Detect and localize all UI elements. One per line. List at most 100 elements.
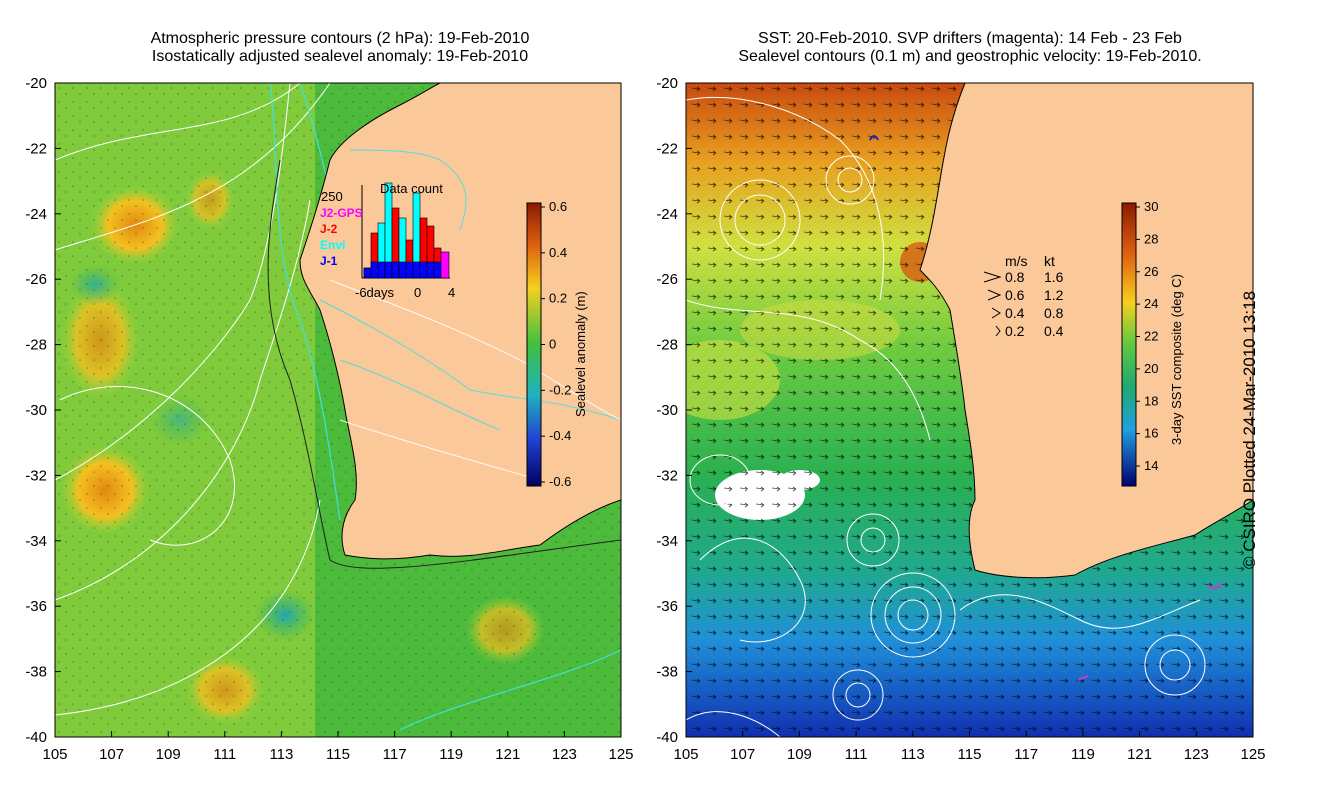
right-lat-label: -24 (656, 206, 678, 223)
sla-colorbar-tick-label: 0 (549, 337, 556, 352)
left-coastline (299, 83, 621, 560)
left-lat-label: -40 (25, 729, 47, 746)
right-lat-label: -34 (656, 533, 678, 550)
right-title-line1: SST: 20-Feb-2010. SVP drifters (magenta)… (758, 30, 1182, 47)
inset-xlabel-start: -6days (355, 285, 395, 300)
right-title: SST: 20-Feb-2010. SVP drifters (magenta)… (665, 30, 1275, 66)
inset-xlabel-end: 4 (448, 285, 455, 300)
sst-colorbar-tick-label: 14 (1144, 458, 1158, 473)
velocity-legend-arrow (995, 325, 1001, 337)
sla-colorbar-tick-label: -0.4 (549, 428, 571, 443)
right-lat-label: -26 (656, 271, 678, 288)
right-lon-label: 117 (1014, 746, 1038, 763)
right-lat-label: -20 (656, 75, 678, 92)
data-count-inset (361, 182, 450, 279)
inset-legend-item: J-2 (320, 222, 338, 236)
left-title-line2: Isostatically adjusted sealevel anomaly:… (151, 48, 529, 65)
right-lon-label: 123 (1184, 746, 1209, 763)
left-lat-label: -30 (25, 402, 47, 419)
velocity-legend-arrow (987, 289, 1002, 301)
velocity-legend-header-ms: m/s (1005, 253, 1028, 269)
right-lon-label: 125 (1240, 746, 1265, 763)
left-lat-label: -26 (25, 271, 47, 288)
inset-ylabel: 250 (321, 189, 343, 204)
right-lon-label: 109 (787, 746, 812, 763)
sla-colorbar-tick-label: 0.2 (549, 291, 567, 306)
sst-colorbar-ticks: 30 28 26 24 22 20 18 16 14 (1136, 199, 1158, 473)
sla-colorbar-label: Sealevel anomaly (m) (573, 291, 588, 417)
left-lon-label: 115 (326, 746, 350, 763)
inset-bar-j1 (377, 261, 386, 279)
velocity-legend-header-kt: kt (1044, 253, 1055, 269)
sst-colorbar-tick-label: 30 (1144, 199, 1158, 214)
right-map (686, 83, 1253, 737)
sst-colorbar-tick-label: 24 (1144, 296, 1158, 311)
drifter-track-south (1077, 675, 1089, 681)
right-lat-label: -30 (656, 402, 678, 419)
inset-title: Data count (380, 181, 443, 196)
sla-colorbar-tick-label: -0.2 (549, 382, 571, 397)
inset-bar-j1 (405, 261, 414, 279)
right-lon-label: 115 (958, 746, 982, 763)
right-land-australia (920, 83, 1253, 578)
drifter-track-southeast (1207, 581, 1223, 590)
velocity-legend-kt: 0.4 (1044, 323, 1064, 339)
left-lon-label: 113 (269, 746, 293, 763)
velocity-legend-ms: 0.2 (1005, 323, 1025, 339)
sst-colorbar-tick-label: 20 (1144, 361, 1158, 376)
left-title-line1: Atmospheric pressure contours (2 hPa): 1… (150, 30, 530, 47)
left-title: Atmospheric pressure contours (2 hPa): 1… (55, 30, 625, 66)
inset-legend-item: J-1 (320, 254, 338, 268)
inset-xlabel-zero: 0 (414, 285, 421, 300)
left-lat-label: -36 (25, 598, 47, 615)
inset-bar-j2gps (440, 251, 450, 279)
inset-bar-j1 (363, 267, 372, 279)
sst-colorbar-label: 3-day SST composite (deg C) (1169, 274, 1184, 445)
sst-colorbar-tick-label: 22 (1144, 329, 1158, 344)
inset-bars (363, 182, 450, 279)
sst-colorbar (1121, 202, 1137, 487)
left-lon-label: 107 (99, 746, 124, 763)
left-lon-label: 121 (495, 746, 520, 763)
inset-legend-item: J2-GPS (320, 206, 363, 220)
inset-bar-j1 (433, 261, 442, 279)
sla-colorbar-tick-label: -0.6 (549, 474, 571, 489)
right-lat-label: -36 (656, 598, 678, 615)
pressure-contours (55, 83, 331, 716)
velocity-legend-ms: 0.6 (1005, 287, 1025, 303)
inset-bar-j1 (370, 261, 379, 279)
left-lat-label: -32 (25, 467, 47, 484)
left-lon-label: 123 (552, 746, 577, 763)
left-lat-label: -38 (25, 664, 47, 681)
right-coastline (919, 83, 1253, 579)
velocity-legend-kt: 1.6 (1044, 269, 1064, 285)
right-lon-label: 113 (901, 746, 925, 763)
credit-text: © CSIRO Plotted 24-Mar-2010 13:18 (1240, 290, 1259, 570)
inset-legend-item: Envi (320, 238, 345, 252)
velocity-legend-arrow (991, 307, 1001, 319)
left-lon-label: 125 (608, 746, 633, 763)
velocity-legend-arrow (983, 271, 1002, 283)
left-lat-label: -22 (25, 140, 47, 157)
inset-bar-j1 (391, 261, 400, 279)
velocity-legend: 0.8 1.6 0.6 1.2 0.4 0.8 0.2 0.4 (983, 269, 1064, 339)
left-lon-label: 109 (156, 746, 181, 763)
drifter-track-north (869, 135, 879, 141)
right-lat-label: -40 (656, 729, 678, 746)
inset-bar-j1 (426, 261, 435, 279)
inset-bar-j1 (384, 261, 393, 279)
left-shelf-line (267, 159, 621, 569)
right-lat-label: -22 (656, 140, 678, 157)
left-lat-label: -28 (25, 337, 47, 354)
sla-colorbar-ticks: 0.6 0.4 0.2 0 -0.2 -0.4 -0.6 (541, 199, 571, 489)
left-lat-label: -34 (25, 533, 47, 550)
sst-colorbar-tick-label: 26 (1144, 264, 1158, 279)
right-lon-label: 107 (730, 746, 755, 763)
sla-colorbar-tick-label: 0.4 (549, 245, 567, 260)
left-lon-label: 105 (42, 746, 67, 763)
right-lat-label: -32 (656, 467, 678, 484)
left-lat-label: -20 (25, 75, 47, 92)
